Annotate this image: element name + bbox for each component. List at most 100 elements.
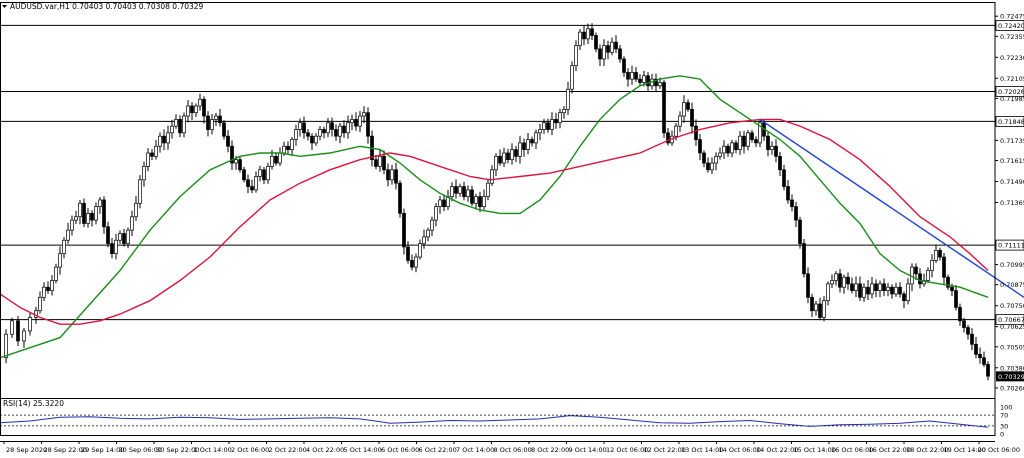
level-price-box xyxy=(995,20,1024,31)
collapse-triangle-icon xyxy=(2,5,7,8)
candle-bear xyxy=(734,142,738,150)
candle-bull xyxy=(390,169,394,181)
x-tick-label: 5 Oct 14:00 xyxy=(344,446,382,454)
candle-bear xyxy=(798,219,802,244)
candle-bear xyxy=(178,119,182,134)
candle-bear xyxy=(122,233,126,244)
candle-bear xyxy=(250,186,254,191)
level-price-label: 0.70667 xyxy=(998,316,1024,324)
candle-bull xyxy=(418,243,422,258)
candle-bull xyxy=(458,186,462,194)
x-tick-label: 30 Sep 22:00 xyxy=(156,446,199,454)
candle-bear xyxy=(958,307,962,322)
candle-bear xyxy=(498,155,502,164)
x-tick-label: 8 Oct 06:00 xyxy=(494,446,532,454)
candle-bear xyxy=(206,115,210,130)
candle-bear xyxy=(942,256,946,278)
candle-bear xyxy=(866,286,870,295)
candle-bull xyxy=(926,270,930,281)
level-price-label: 0.72026 xyxy=(998,88,1024,96)
candle-bull xyxy=(814,303,818,312)
indicator-lines-group xyxy=(0,75,1024,359)
candle-bear xyxy=(190,105,194,114)
x-tick-label: 30 Sep 06:00 xyxy=(119,446,162,454)
candle-bear xyxy=(742,135,746,147)
candle-bear xyxy=(790,199,794,208)
candle-bear xyxy=(462,186,466,197)
candle-bull xyxy=(298,122,302,130)
candle-bull xyxy=(682,102,686,117)
candle-bull xyxy=(710,162,714,171)
candle-bull xyxy=(414,256,418,268)
candle-bear xyxy=(686,102,690,110)
candle-bull xyxy=(610,41,614,53)
candle-bull xyxy=(434,206,438,221)
rsi-tick-label: 0 xyxy=(1000,431,1004,439)
candle-bear xyxy=(302,122,306,134)
candle-bear xyxy=(162,135,166,144)
candle-bull xyxy=(142,166,146,181)
candle-bear xyxy=(890,286,894,295)
y-tick-label: 0.72355 xyxy=(1000,33,1024,41)
candle-bull xyxy=(534,132,538,144)
candle-bear xyxy=(950,286,954,291)
candle-bear xyxy=(470,189,474,204)
candle-bear xyxy=(938,249,942,258)
candle-bear xyxy=(750,132,754,140)
candle-bull xyxy=(738,135,742,150)
candle-bear xyxy=(102,199,106,228)
candle-bear xyxy=(530,139,534,144)
candles-group xyxy=(4,23,990,381)
candle-bull xyxy=(746,132,750,147)
candle-bull xyxy=(562,108,566,114)
candle-bear xyxy=(978,354,982,359)
y-tick-label: 0.71615 xyxy=(1000,157,1024,165)
candle-bull xyxy=(86,213,90,224)
candle-bull xyxy=(834,273,838,281)
candle-bear xyxy=(666,132,670,144)
candle-bear xyxy=(622,58,626,73)
candle-bull xyxy=(126,229,130,244)
candle-bull xyxy=(74,216,78,221)
candle-bear xyxy=(694,125,698,140)
candle-bull xyxy=(338,125,342,137)
candle-bear xyxy=(590,28,594,36)
x-tick-label: 12 Oct 22:00 xyxy=(644,446,686,454)
candle-bear xyxy=(882,283,886,291)
candle-bear xyxy=(238,159,242,171)
y-tick-label: 0.71735 xyxy=(1000,137,1024,145)
x-tick-label: 8 Oct 22:00 xyxy=(531,446,569,454)
rsi-panel-frame xyxy=(0,398,996,436)
candle-bull xyxy=(114,239,118,255)
x-tick-label: 13 Oct 14:00 xyxy=(681,446,723,454)
candle-bull xyxy=(22,330,26,342)
candle-bear xyxy=(222,122,226,137)
candle-bull xyxy=(358,115,362,127)
candle-bear xyxy=(354,119,358,127)
candle-bear xyxy=(218,115,222,124)
candle-bear xyxy=(858,283,862,298)
x-tick-label: 2 Oct 22:00 xyxy=(269,446,307,454)
level-price-label: 0.71848 xyxy=(998,118,1024,126)
candle-bull xyxy=(714,155,718,164)
candle-bear xyxy=(986,364,990,377)
candle-bear xyxy=(914,266,918,275)
level-price-box xyxy=(995,239,1024,251)
candle-bear xyxy=(306,132,310,137)
x-tick-label: 28 Sep 22:00 xyxy=(44,446,87,454)
moving-average-fast-line xyxy=(0,75,989,359)
candle-bear xyxy=(394,169,398,184)
y-tick-label: 0.72105 xyxy=(1000,75,1024,83)
candle-bear xyxy=(554,119,558,124)
candle-bull xyxy=(518,142,522,157)
candle-bear xyxy=(262,169,266,181)
candle-bull xyxy=(574,45,578,67)
candle-bear xyxy=(90,213,94,221)
level-price-label: 0.71111 xyxy=(998,242,1024,250)
candle-bear xyxy=(398,182,402,214)
trendline-line xyxy=(759,118,1024,298)
